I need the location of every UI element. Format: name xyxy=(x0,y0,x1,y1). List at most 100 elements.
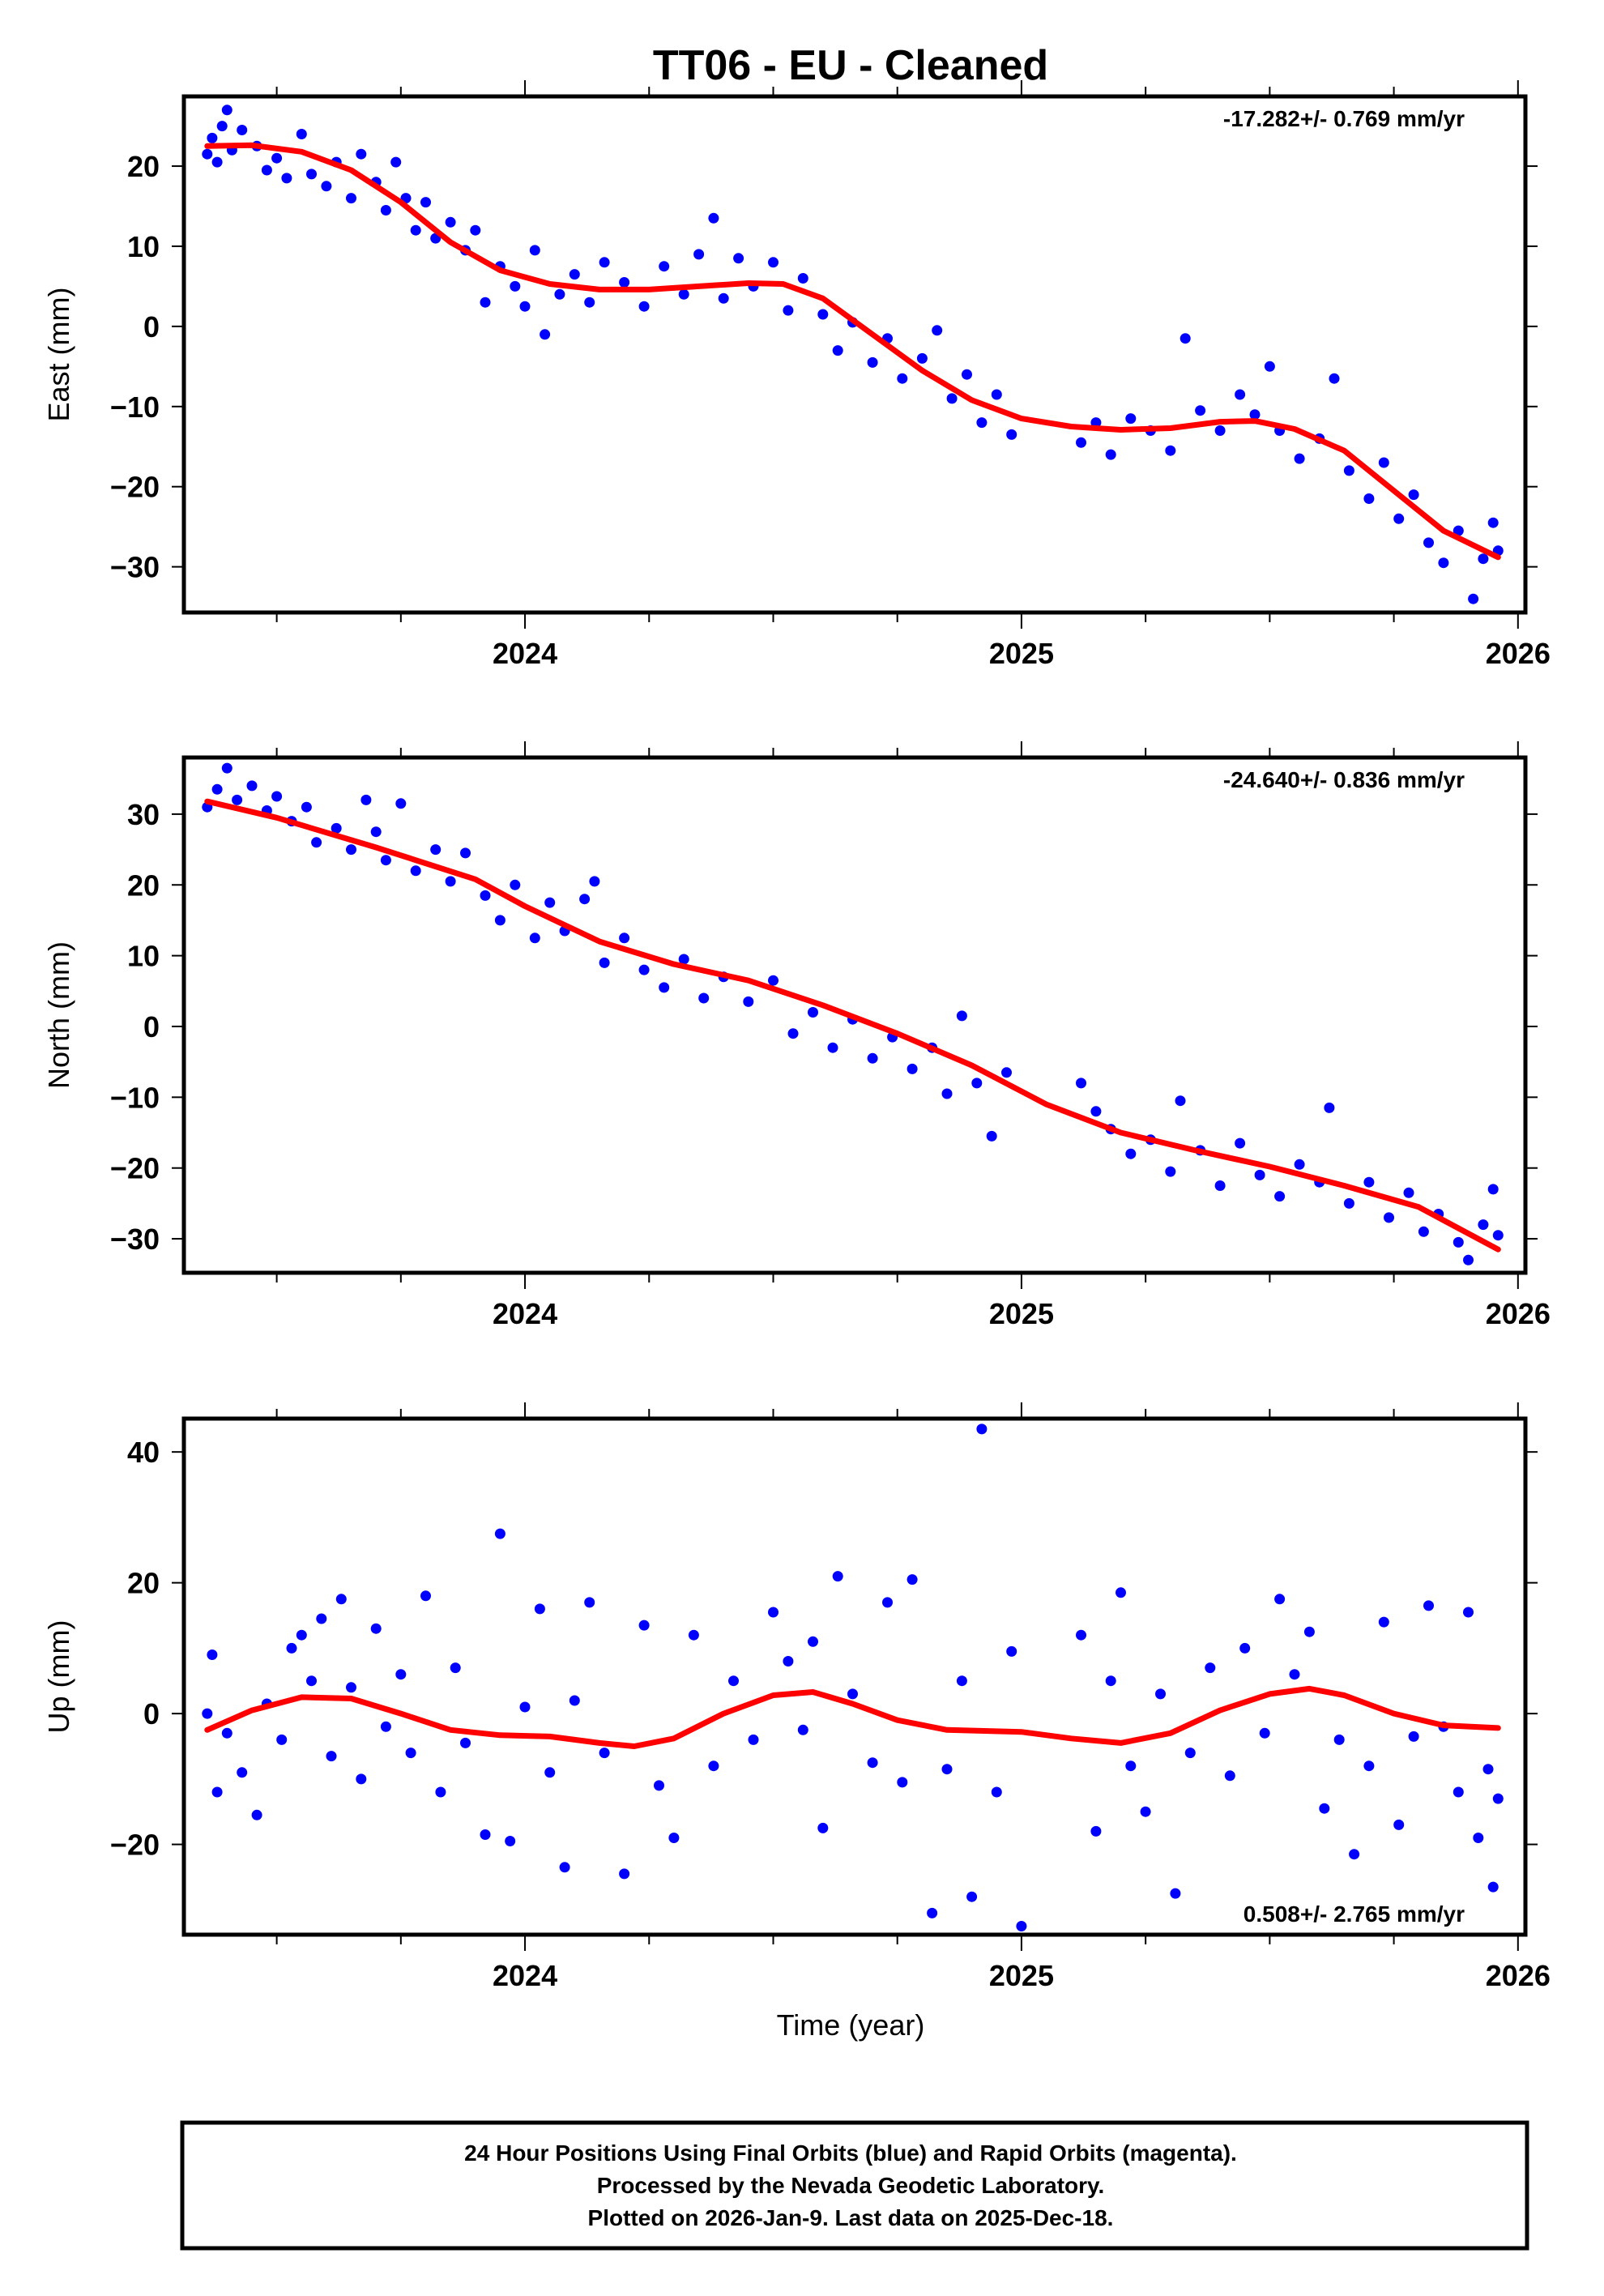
up-observation-point xyxy=(1487,1881,1499,1893)
east-observation-point xyxy=(619,277,630,288)
east-observation-point xyxy=(346,193,356,204)
up-observation-point xyxy=(519,1701,531,1713)
east-observation-point xyxy=(554,288,565,300)
east-observation-point xyxy=(445,216,456,228)
east-observation-point xyxy=(306,169,317,180)
y-tick-label: 10 xyxy=(127,940,160,973)
east-observation-point xyxy=(1408,489,1419,501)
north-observation-point xyxy=(460,847,471,859)
up-plot-area xyxy=(202,1423,1504,1931)
up-fit-line xyxy=(204,1685,1501,1749)
up-frame xyxy=(181,1416,1528,1937)
up-observation-point xyxy=(907,1574,918,1585)
east-observation-point xyxy=(1125,413,1137,425)
up-observation-point xyxy=(584,1597,595,1608)
north-observation-point xyxy=(221,762,232,774)
east-observation-point xyxy=(1105,449,1116,460)
up-observation-point xyxy=(808,1636,818,1647)
x-tick-label: 2025 xyxy=(989,637,1054,670)
north-observation-point xyxy=(1254,1169,1265,1180)
up-observation-point xyxy=(356,1773,367,1785)
east-observation-point xyxy=(1487,517,1499,528)
up-observation-point xyxy=(638,1620,650,1631)
east-observation-point xyxy=(1438,557,1449,569)
north-observation-point xyxy=(445,876,456,887)
north-observation-point xyxy=(1463,1254,1474,1265)
up-observation-point xyxy=(1423,1600,1434,1611)
north-observation-point xyxy=(1165,1166,1176,1177)
up-observation-point xyxy=(559,1862,570,1873)
up-observation-point xyxy=(1349,1849,1360,1860)
y-tick-label: −20 xyxy=(110,1152,160,1185)
east-observation-point xyxy=(991,389,1002,400)
east-observation-point xyxy=(1423,537,1434,548)
east-observation-point xyxy=(1076,437,1086,448)
north-observation-point xyxy=(311,837,322,848)
east-rate-label: -17.282+/- 0.769 mm/yr xyxy=(1223,106,1465,131)
east-observation-point xyxy=(380,205,391,216)
east-observation-point xyxy=(510,280,521,292)
up-observation-point xyxy=(728,1675,739,1687)
east-observation-point xyxy=(410,224,421,236)
up-observation-point xyxy=(1105,1675,1116,1687)
east-observation-point xyxy=(1214,425,1226,436)
up-observation-point xyxy=(1363,1760,1375,1772)
up-observation-point xyxy=(654,1780,664,1791)
east-observation-point xyxy=(1249,409,1261,420)
y-tick-label: −20 xyxy=(110,1829,160,1862)
north-panel: 2024 2025 2026 30 20 10 0 −10 −20 −30 North (mm) -2… xyxy=(42,741,1551,1330)
x-tick-label: 2025 xyxy=(989,1297,1054,1330)
north-observation-point xyxy=(1343,1197,1354,1209)
up-observation-point xyxy=(237,1767,248,1778)
up-observation-point xyxy=(316,1613,327,1624)
up-observation-point xyxy=(1378,1616,1389,1628)
north-observation-point xyxy=(1001,1067,1012,1078)
north-observation-point xyxy=(1076,1078,1086,1089)
y-tick-label: −30 xyxy=(110,551,160,584)
east-observation-point xyxy=(783,305,794,316)
north-frame xyxy=(181,755,1528,1275)
up-observation-point xyxy=(1155,1688,1166,1700)
north-observation-point xyxy=(768,975,779,986)
east-observation-point xyxy=(321,181,332,192)
east-observation-point xyxy=(1165,445,1176,456)
up-observation-point xyxy=(708,1760,719,1772)
north-observation-point xyxy=(1125,1148,1137,1159)
up-y-axis-label: Up (mm) xyxy=(42,1620,75,1734)
north-fit-line xyxy=(204,798,1501,1253)
up-observation-point xyxy=(668,1833,680,1843)
north-observation-point xyxy=(1363,1176,1375,1188)
up-observation-point xyxy=(380,1721,391,1732)
up-observation-point xyxy=(534,1603,545,1615)
up-observation-point xyxy=(286,1642,297,1654)
east-observation-point xyxy=(1453,525,1464,536)
east-observation-point xyxy=(718,292,729,304)
y-tick-label: 20 xyxy=(127,1567,160,1600)
north-observation-point xyxy=(787,1028,799,1039)
y-tick-label: −20 xyxy=(110,471,160,504)
y-tick-label: 10 xyxy=(127,230,160,263)
east-observation-point xyxy=(1478,553,1489,565)
east-observation-point xyxy=(599,257,610,268)
north-observation-point xyxy=(867,1052,878,1064)
north-observation-point xyxy=(1487,1184,1499,1195)
up-observation-point xyxy=(296,1629,307,1641)
up-observation-point xyxy=(1239,1642,1251,1654)
up-observation-point xyxy=(346,1682,356,1693)
up-observation-point xyxy=(1170,1888,1181,1899)
up-observation-point xyxy=(405,1748,416,1759)
footer-line-1: 24 Hour Positions Using Final Orbits (bl… xyxy=(464,2140,1237,2166)
east-observation-point xyxy=(1329,373,1340,384)
up-observation-point xyxy=(1393,1819,1405,1830)
east-observation-point xyxy=(1378,457,1389,468)
north-observation-point xyxy=(544,897,556,908)
up-observation-point xyxy=(1274,1594,1286,1605)
north-observation-point xyxy=(827,1042,838,1053)
up-observation-point xyxy=(1259,1727,1270,1739)
north-observation-point xyxy=(1214,1180,1226,1191)
up-observation-point xyxy=(783,1656,794,1667)
north-observation-point xyxy=(360,794,372,805)
up-observation-point xyxy=(494,1528,506,1539)
up-observation-point xyxy=(832,1571,843,1582)
